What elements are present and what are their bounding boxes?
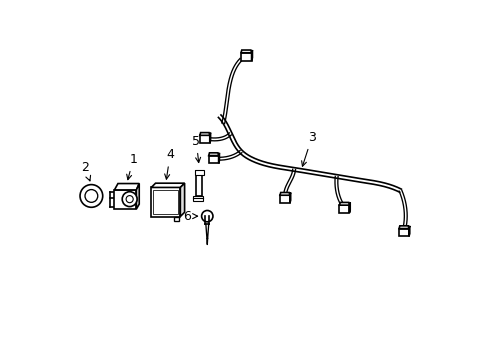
Polygon shape bbox=[151, 183, 184, 188]
Bar bbox=[398, 229, 408, 237]
Circle shape bbox=[80, 185, 102, 207]
Polygon shape bbox=[398, 226, 408, 229]
Text: 4: 4 bbox=[164, 148, 174, 179]
Bar bbox=[153, 190, 178, 215]
Bar bbox=[196, 171, 202, 195]
Polygon shape bbox=[114, 184, 139, 190]
Text: 2: 2 bbox=[81, 161, 90, 181]
Polygon shape bbox=[339, 202, 349, 205]
Polygon shape bbox=[289, 193, 290, 203]
Bar bbox=[114, 190, 136, 209]
Bar bbox=[339, 205, 349, 213]
Polygon shape bbox=[218, 153, 219, 163]
Polygon shape bbox=[279, 193, 289, 195]
Circle shape bbox=[201, 211, 212, 222]
Polygon shape bbox=[208, 153, 218, 156]
Polygon shape bbox=[136, 184, 139, 209]
Circle shape bbox=[85, 190, 98, 202]
Text: 3: 3 bbox=[301, 131, 315, 166]
Circle shape bbox=[126, 195, 133, 203]
Bar bbox=[208, 156, 218, 163]
Polygon shape bbox=[408, 226, 409, 237]
Text: 5: 5 bbox=[192, 135, 200, 162]
Bar bbox=[200, 135, 209, 143]
Bar bbox=[279, 195, 289, 203]
Text: 1: 1 bbox=[126, 153, 137, 180]
Polygon shape bbox=[200, 132, 209, 135]
Text: 6: 6 bbox=[183, 210, 197, 222]
Polygon shape bbox=[251, 50, 252, 60]
Polygon shape bbox=[180, 183, 184, 216]
Polygon shape bbox=[209, 132, 210, 143]
Bar bbox=[174, 216, 179, 221]
Polygon shape bbox=[193, 195, 203, 201]
Circle shape bbox=[122, 192, 137, 207]
Bar bbox=[151, 188, 180, 216]
Polygon shape bbox=[241, 50, 251, 53]
Bar bbox=[194, 170, 203, 175]
Bar bbox=[241, 53, 251, 60]
